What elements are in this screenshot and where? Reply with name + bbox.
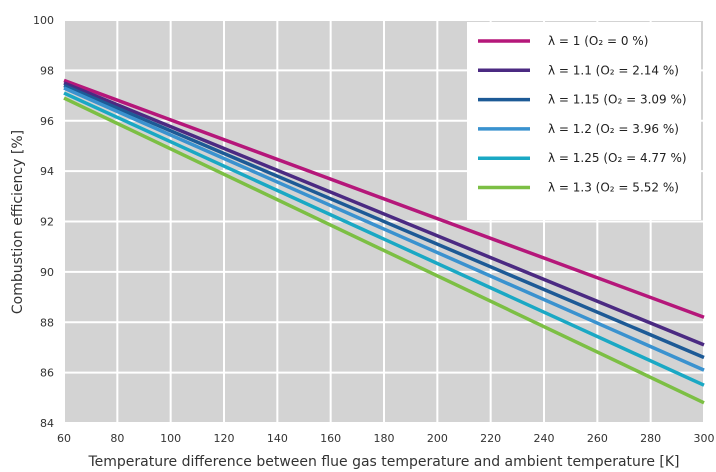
y-tick-label: 98 [40, 64, 54, 77]
x-tick-label: 240 [534, 432, 555, 445]
series-line-4 [63, 86, 705, 372]
y-tick-label: 96 [40, 115, 54, 128]
x-tick-label: 100 [160, 432, 181, 445]
legend-label-5: λ = 1.25 (O₂ = 4.77 %) [548, 151, 687, 165]
x-tick-label: 160 [320, 432, 341, 445]
y-tick-label: 88 [40, 316, 54, 329]
y-tick-label: 86 [40, 367, 54, 380]
legend-label-2: λ = 1.1 (O₂ = 2.14 %) [548, 63, 679, 77]
x-tick-labels: 60 80 100 120 140 160 180 200 220 240 260 280 300 [57, 432, 715, 445]
series-line-3 [63, 83, 705, 360]
legend-label-4: λ = 1.2 (O₂ = 3.96 %) [548, 122, 679, 136]
y-tick-labels: 84 86 88 90 92 94 96 98 100 [33, 14, 54, 430]
y-tick-label: 94 [40, 165, 54, 178]
y-tick-label: 92 [40, 216, 54, 229]
x-tick-label: 80 [110, 432, 124, 445]
series-line-6 [63, 96, 705, 405]
y-tick-label: 90 [40, 266, 54, 279]
x-tick-label: 140 [267, 432, 288, 445]
x-tick-label: 280 [640, 432, 661, 445]
x-tick-label: 60 [57, 432, 71, 445]
legend-label-3: λ = 1.15 (O₂ = 3.09 %) [548, 93, 687, 107]
series-line-5 [63, 91, 705, 387]
series-lines [63, 78, 705, 405]
x-tick-label: 180 [374, 432, 395, 445]
x-tick-label: 200 [427, 432, 448, 445]
series-line-1 [63, 78, 705, 319]
x-tick-label: 260 [587, 432, 608, 445]
series-line-2 [63, 81, 705, 347]
y-tick-label: 84 [40, 417, 54, 430]
legend: λ = 1 (O₂ = 0 %) λ = 1.1 (O₂ = 2.14 %) λ =… [467, 22, 701, 220]
x-tick-label: 300 [694, 432, 715, 445]
legend-label-6: λ = 1.3 (O₂ = 5.52 %) [548, 181, 679, 195]
x-tick-label: 120 [214, 432, 235, 445]
x-tick-label: 220 [480, 432, 501, 445]
y-axis-label: Combustion efficiency [%] [10, 130, 26, 314]
legend-label-1: λ = 1 (O₂ = 0 %) [548, 34, 648, 48]
x-axis-label: Temperature difference between flue gas … [87, 454, 679, 470]
y-tick-label: 100 [33, 14, 54, 27]
